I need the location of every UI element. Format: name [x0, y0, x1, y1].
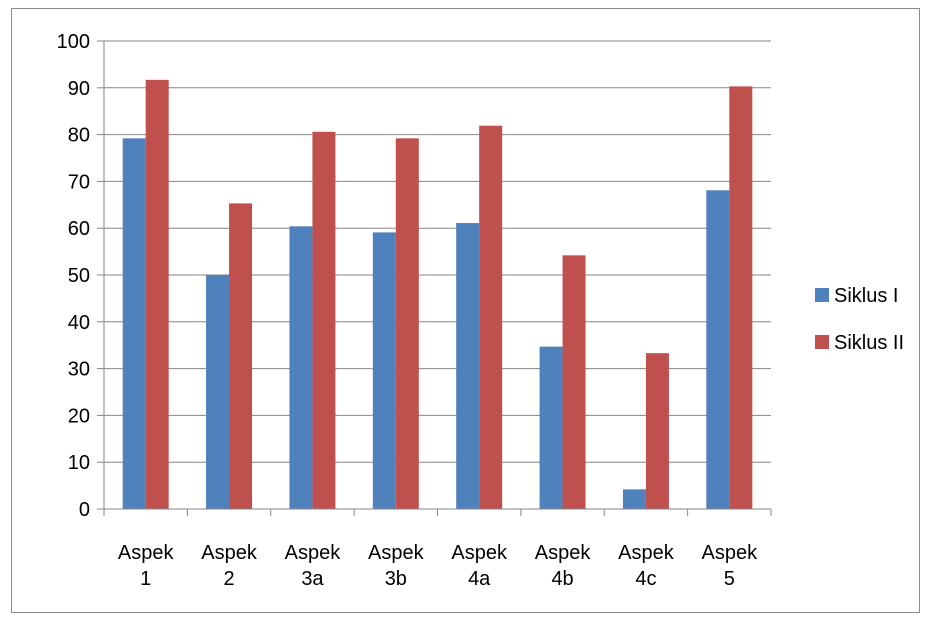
y-tick-label: 40 — [68, 312, 90, 334]
x-tick-label-line: Aspek — [285, 542, 342, 564]
bar-siklus-ii — [479, 125, 503, 509]
y-tick-label: 50 — [68, 265, 90, 287]
x-tick-label-line: 2 — [224, 568, 235, 590]
x-tick-label-line: 4a — [468, 568, 491, 590]
bar-siklus-i — [456, 223, 480, 509]
x-tick-label-line: 4c — [635, 568, 656, 590]
y-tick-label: 30 — [68, 359, 90, 381]
gridlines — [104, 40, 771, 463]
x-tick-label: Aspek 1 — [118, 542, 175, 590]
y-tick-label: 0 — [79, 499, 90, 521]
bars — [122, 79, 753, 510]
y-tick-label: 20 — [68, 405, 90, 427]
x-tick-label-line: 3a — [301, 568, 324, 590]
bar-siklus-i — [372, 232, 396, 510]
x-tick-label: Aspek 2 — [201, 542, 258, 590]
legend-swatch — [815, 335, 829, 349]
axes — [97, 40, 772, 516]
y-tick-label: 10 — [68, 452, 90, 474]
x-tick-label: Aspek 4b — [535, 542, 592, 590]
legend: Siklus I Siklus II — [815, 285, 904, 354]
legend-swatch — [815, 288, 829, 302]
bar-siklus-i — [122, 138, 146, 509]
y-tick-label: 100 — [57, 31, 90, 53]
bar-siklus-ii — [645, 353, 669, 509]
bar-siklus-ii — [312, 131, 336, 510]
x-tick-label: Aspek 3b — [368, 542, 425, 590]
bar-siklus-i — [539, 346, 563, 509]
x-tick-label: Aspek 4a — [451, 542, 508, 590]
bar-siklus-ii — [229, 203, 253, 509]
x-tick-label-line: 1 — [140, 568, 151, 590]
x-tick-label-line: Aspek — [618, 542, 675, 564]
x-tick-label-line: 4b — [551, 568, 573, 590]
bar-siklus-i — [206, 275, 230, 509]
bar-siklus-ii — [145, 79, 169, 510]
y-tick-label: 60 — [68, 218, 90, 240]
x-tick-label-line: 3b — [385, 568, 407, 590]
x-tick-label: Aspek 3a — [285, 542, 342, 590]
bar-siklus-ii — [395, 138, 419, 509]
x-tick-label-line: Aspek — [118, 542, 175, 564]
x-tick-label-line: 5 — [724, 568, 735, 590]
legend-label: Siklus II — [834, 332, 904, 354]
x-tick-label-line: Aspek — [201, 542, 258, 564]
legend-label: Siklus I — [834, 285, 898, 307]
x-tick-label-line: Aspek — [702, 542, 759, 564]
bar-siklus-i — [622, 489, 646, 509]
bar-siklus-ii — [562, 255, 586, 509]
x-tick-label-line: Aspek — [451, 542, 508, 564]
y-tick-label: 70 — [68, 171, 90, 193]
x-axis-labels: Aspek 1 Aspek 2 Aspek 3a Aspek 3b Aspek 4a Aspek 4b… — [118, 542, 758, 590]
x-tick-label: Aspek 4c — [618, 542, 675, 590]
bar-siklus-ii — [729, 86, 753, 510]
bar-siklus-i — [706, 190, 730, 510]
x-tick-label-line: Aspek — [368, 542, 425, 564]
x-tick-label: Aspek 5 — [702, 542, 759, 590]
x-tick-label-line: Aspek — [535, 542, 592, 564]
y-axis-ticks: 0 10 20 30 40 50 60 70 80 90 100 — [57, 31, 90, 521]
bar-siklus-i — [289, 226, 313, 509]
y-tick-label: 90 — [68, 78, 90, 100]
y-tick-label: 80 — [68, 125, 90, 147]
